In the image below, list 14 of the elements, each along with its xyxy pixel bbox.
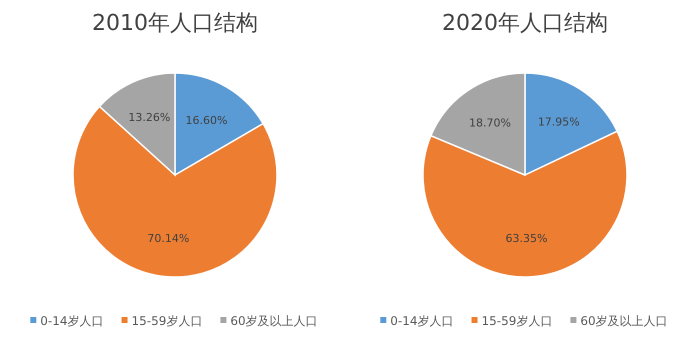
- legend-label: 15-59岁人口: [132, 314, 202, 328]
- legend-label: 0-14岁人口: [390, 314, 454, 328]
- legend-label: 60岁及以上人口: [230, 314, 318, 328]
- chart-title: 2010年人口结构: [92, 11, 258, 36]
- data-label: 63.35%: [506, 232, 548, 246]
- legend-label: 60岁及以上人口: [580, 314, 668, 328]
- legend-label: 15-59岁人口: [482, 314, 552, 328]
- data-label: 18.70%: [468, 116, 511, 130]
- data-label: 17.95%: [538, 116, 580, 129]
- data-label: 13.26%: [128, 111, 170, 124]
- legend-label: 0-14岁人口: [40, 314, 104, 328]
- data-label: 16.60%: [186, 114, 228, 128]
- chart-title: 2020年人口结构: [442, 11, 608, 36]
- data-label: 70.14%: [147, 232, 190, 245]
